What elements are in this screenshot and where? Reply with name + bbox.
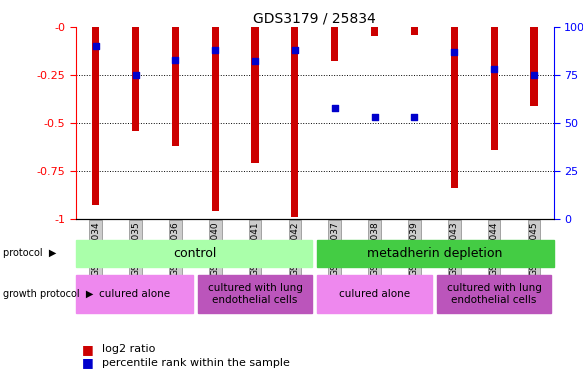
Point	[449, 49, 459, 55]
Text: culured alone: culured alone	[99, 289, 170, 299]
Point	[91, 43, 100, 49]
Bar	[451, 27, 458, 188]
Bar	[92, 27, 99, 205]
Bar	[371, 27, 378, 36]
Bar	[76, 275, 193, 313]
Bar	[531, 27, 538, 106]
Text: ■: ■	[82, 356, 93, 369]
Title: GDS3179 / 25834: GDS3179 / 25834	[254, 12, 376, 26]
Bar	[76, 240, 312, 267]
Point	[131, 72, 141, 78]
Text: metadherin depletion: metadherin depletion	[367, 247, 502, 260]
Point	[489, 66, 498, 72]
Text: culured alone: culured alone	[339, 289, 410, 299]
Point	[410, 114, 419, 120]
Bar	[437, 275, 552, 313]
Bar	[212, 27, 219, 211]
Bar	[490, 27, 498, 150]
Bar	[198, 275, 312, 313]
Bar	[331, 27, 338, 61]
Text: log2 ratio: log2 ratio	[102, 344, 156, 354]
Bar	[251, 27, 259, 163]
Text: growth protocol  ▶: growth protocol ▶	[3, 289, 93, 299]
Point	[330, 104, 339, 111]
Text: control: control	[174, 247, 217, 260]
Text: percentile rank within the sample: percentile rank within the sample	[102, 358, 290, 368]
Bar	[317, 275, 432, 313]
Text: cultured with lung
endothelial cells: cultured with lung endothelial cells	[208, 283, 303, 305]
Bar	[292, 27, 298, 217]
Text: ■: ■	[82, 343, 93, 356]
Point	[290, 47, 300, 53]
Bar	[317, 240, 554, 267]
Point	[370, 114, 379, 120]
Text: protocol  ▶: protocol ▶	[3, 248, 57, 258]
Point	[251, 58, 260, 65]
Bar	[172, 27, 179, 146]
Bar	[411, 27, 418, 35]
Point	[171, 56, 180, 63]
Point	[210, 47, 220, 53]
Text: cultured with lung
endothelial cells: cultured with lung endothelial cells	[447, 283, 542, 305]
Bar	[132, 27, 139, 131]
Point	[529, 72, 539, 78]
